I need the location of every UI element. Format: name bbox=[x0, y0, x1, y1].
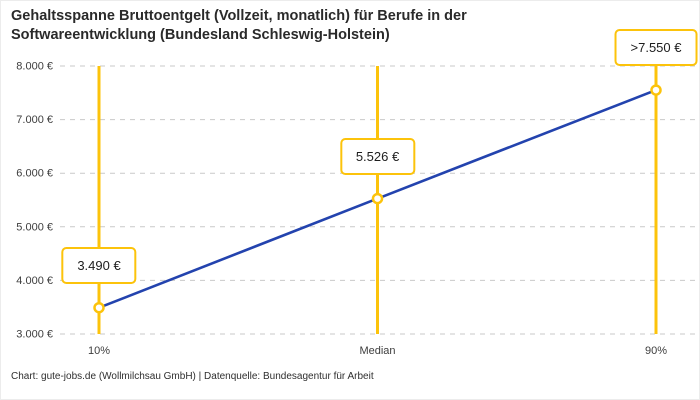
data-point-marker bbox=[650, 84, 662, 96]
y-axis-tick-label: 7.000 € bbox=[16, 114, 53, 126]
y-axis-tick-label: 3.000 € bbox=[16, 329, 53, 341]
x-axis-tick-label: Median bbox=[359, 345, 395, 357]
x-axis-tick-label: 10% bbox=[88, 345, 110, 357]
chart-title: Gehaltsspanne Bruttoentgelt (Vollzeit, m… bbox=[11, 7, 467, 45]
y-axis-tick-label: 5.000 € bbox=[16, 221, 53, 233]
chart-title-line-2: Softwareentwicklung (Bundesland Schleswi… bbox=[11, 27, 390, 44]
x-axis-tick-label: 90% bbox=[645, 345, 667, 357]
chart-attribution: Chart: gute-jobs.de (Wollmilchsau GmbH) … bbox=[11, 371, 374, 382]
y-axis-tick-label: 6.000 € bbox=[16, 168, 53, 180]
y-axis-tick-label: 4.000 € bbox=[16, 275, 53, 287]
data-point-marker bbox=[371, 192, 384, 205]
data-point-marker bbox=[93, 301, 105, 314]
chart-title-line-1: Gehaltsspanne Bruttoentgelt (Vollzeit, m… bbox=[11, 8, 467, 24]
y-axis-tick-label: 8.000 € bbox=[16, 61, 53, 73]
